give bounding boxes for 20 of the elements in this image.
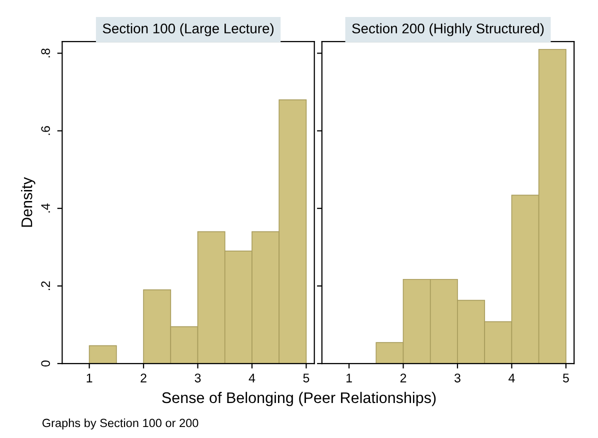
x-tick-label: 1	[346, 374, 352, 382]
x-tick-label: 4	[248, 374, 256, 382]
text: Graphs by Section 100 or 200	[42, 418, 198, 430]
y-tick-label: .8	[41, 48, 50, 58]
y-axis-title: Density	[21, 177, 36, 227]
y-tick-label: .2	[41, 281, 50, 290]
chart-title: Section 200 (Highly Structured)	[352, 23, 544, 36]
x-tick-label: 4	[508, 374, 515, 382]
x-tick-label: 3	[454, 374, 460, 382]
y-tick-label: 0	[41, 360, 50, 367]
x-tick-label: 2	[400, 374, 406, 382]
y-tick-label: .4	[41, 204, 50, 212]
x-tick-label: 1	[86, 374, 92, 382]
x-tick-label: 5	[303, 374, 310, 382]
x-tick-label: 5	[562, 374, 569, 382]
chart-title: Section 100 (Large Lecture)	[102, 23, 274, 36]
y-tick-label: .6	[41, 126, 50, 135]
x-tick-label: 2	[140, 374, 146, 382]
x-tick-label: 3	[194, 374, 201, 382]
x-axis-title: Sense of Belonging (Peer Relationships)	[162, 392, 436, 406]
